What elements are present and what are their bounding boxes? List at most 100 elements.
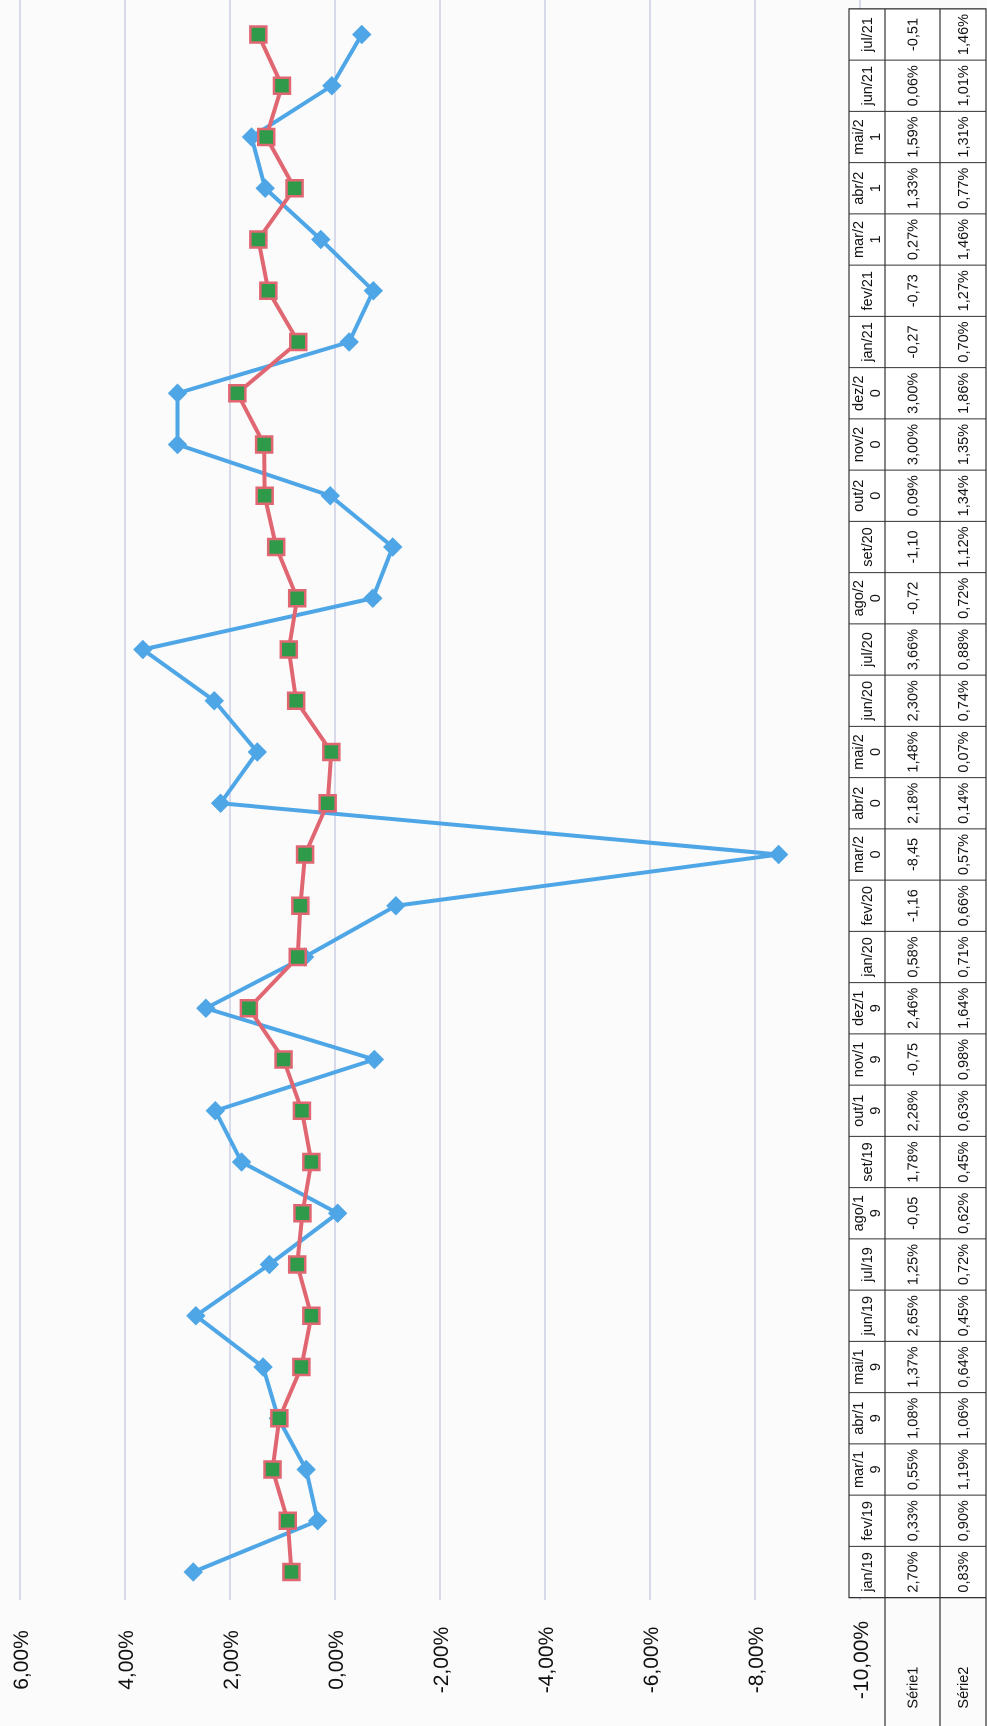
point-Série1-mai/19 bbox=[253, 1357, 273, 1377]
y-tick-label: 6,00% bbox=[10, 1630, 33, 1690]
table-category-label: jan/19 bbox=[860, 1552, 876, 1593]
table-value-Série2: 1,27% bbox=[956, 270, 972, 311]
table-category-label: mar/1 bbox=[851, 1451, 867, 1488]
table-value-Série1: 0,58% bbox=[906, 936, 922, 977]
point-Série2-jun/21 bbox=[272, 76, 292, 95]
table-value-Série2: 1,86% bbox=[956, 373, 972, 414]
y-tick-label: -10,00% bbox=[850, 1621, 873, 1699]
table-category-label: jul/19 bbox=[860, 1247, 876, 1283]
point-Série2-jan/19 bbox=[282, 1562, 301, 1582]
table-value-Série2: 1,19% bbox=[956, 1449, 972, 1490]
table-value-Série1: 3,00% bbox=[906, 373, 922, 414]
table-value-Série1: 0,09% bbox=[906, 475, 922, 516]
table-category-label: 1 bbox=[868, 133, 884, 141]
table-value-Série2: 0,83% bbox=[956, 1551, 972, 1592]
point-Série1-set/19 bbox=[231, 1152, 252, 1172]
point-Série1-dez/19 bbox=[196, 998, 216, 1018]
table-value-Série1: 2,28% bbox=[906, 1090, 922, 1131]
table-value-Série1: 0,06% bbox=[906, 65, 922, 106]
point-Série1-out/19 bbox=[205, 1101, 226, 1121]
legend-label-Série1: Série1 bbox=[906, 1667, 922, 1709]
point-Série1-fev/21 bbox=[363, 281, 384, 301]
table-category-label: mai/2 bbox=[851, 119, 867, 154]
table-category-label: 0 bbox=[868, 389, 884, 397]
point-Série2-fev/20 bbox=[291, 896, 310, 915]
table-category-label: jul/21 bbox=[860, 17, 876, 53]
series-line-Série2 bbox=[235, 33, 334, 1573]
table-value-Série1: 0,33% bbox=[906, 1500, 922, 1541]
point-Série2-ago/19 bbox=[293, 1204, 312, 1223]
table-value-Série1: 1,37% bbox=[906, 1346, 922, 1387]
y-tick-label: -4,00% bbox=[535, 1627, 558, 1694]
table-value-Série1: 1,59% bbox=[906, 116, 922, 157]
table-category-label: jun/21 bbox=[860, 66, 876, 107]
table-value-Série2: 0,63% bbox=[956, 1090, 972, 1131]
point-Série1-jun/19 bbox=[186, 1306, 206, 1326]
table-value-Série2: 0,77% bbox=[956, 168, 972, 209]
table-category-label: 1 bbox=[868, 184, 884, 192]
table-value-Série2: 0,98% bbox=[956, 1039, 972, 1080]
table-category-label: mar/2 bbox=[851, 836, 867, 873]
table-value-Série2: 0,45% bbox=[956, 1295, 972, 1336]
point-Série1-abr/20 bbox=[210, 793, 231, 813]
y-tick-label: -2,00% bbox=[430, 1627, 453, 1694]
series-line-Série1 bbox=[140, 33, 781, 1574]
table-category-label: 0 bbox=[868, 850, 884, 858]
table-value-Série2: 1,35% bbox=[956, 424, 972, 465]
point-Série1-nov/19 bbox=[364, 1049, 385, 1070]
point-Série2-out/19 bbox=[292, 1101, 312, 1120]
table-category-label: 0 bbox=[868, 594, 884, 602]
table-value-Série2: 1,46% bbox=[956, 219, 972, 260]
point-Série1-jul/21 bbox=[352, 24, 372, 45]
table-category-label: dez/2 bbox=[851, 376, 867, 411]
table-value-Série1: 3,00% bbox=[906, 424, 922, 465]
table-category-label: 9 bbox=[868, 1209, 884, 1217]
point-Série1-mar/20 bbox=[768, 844, 789, 865]
point-Série2-jan/21 bbox=[289, 332, 308, 352]
legend-label-Série2: Série2 bbox=[956, 1667, 972, 1709]
table-value-Série1: -1,10 bbox=[906, 530, 922, 563]
point-Série1-mar/19 bbox=[296, 1459, 316, 1480]
table-category-label: 0 bbox=[868, 799, 884, 807]
table-value-Série2: 1,46% bbox=[956, 14, 972, 55]
table-category-label: dez/1 bbox=[851, 991, 867, 1026]
point-Série1-jun/21 bbox=[322, 76, 342, 96]
table-value-Série1: 0,27% bbox=[906, 219, 922, 260]
table-category-label: 9 bbox=[868, 1107, 884, 1115]
table-category-label: nov/2 bbox=[851, 427, 867, 462]
y-tick-label: -6,00% bbox=[640, 1627, 663, 1694]
point-Série1-jan/21 bbox=[339, 332, 359, 352]
table-value-Série1: 1,33% bbox=[906, 168, 922, 209]
table-category-label: jul/20 bbox=[860, 632, 876, 668]
y-tick-label: 4,00% bbox=[115, 1630, 138, 1690]
point-Série2-nov/19 bbox=[274, 1050, 293, 1069]
point-Série2-fev/21 bbox=[259, 281, 278, 300]
table-value-Série2: 0,14% bbox=[956, 783, 972, 824]
table-category-label: 9 bbox=[868, 1465, 884, 1473]
table-value-Série2: 0,88% bbox=[956, 629, 972, 670]
table-value-Série2: 0,74% bbox=[956, 680, 972, 721]
table-category-label: ago/2 bbox=[851, 580, 867, 616]
table-category-label: jan/20 bbox=[860, 937, 876, 978]
table-value-Série1: 2,46% bbox=[906, 988, 922, 1029]
y-axis-tick-labels: 6,00% 4,00% 2,00% 0,00% -2,00% -4,00% -6,00% -8… bbox=[10, 1621, 873, 1699]
point-Série2-abr/20 bbox=[318, 794, 337, 813]
table-value-Série2: 0,72% bbox=[956, 578, 972, 619]
table-category-label: fev/21 bbox=[860, 271, 876, 311]
point-Série2-mai/19 bbox=[292, 1357, 311, 1377]
table-category-label: 9 bbox=[868, 1055, 884, 1063]
point-Série2-dez/19 bbox=[239, 999, 259, 1018]
point-Série2-abr/19 bbox=[270, 1409, 289, 1428]
point-Série2-jun/20 bbox=[286, 691, 306, 710]
gridlines bbox=[19, 0, 861, 1600]
table-value-Série1: -0,73 bbox=[906, 274, 922, 307]
table-category-label: ago/1 bbox=[851, 1195, 867, 1231]
point-Série2-mar/20 bbox=[295, 845, 315, 864]
point-Série1-set/20 bbox=[383, 537, 403, 557]
point-Série2-set/19 bbox=[302, 1152, 321, 1172]
table-category-label: 0 bbox=[868, 492, 884, 500]
table-category-label: jan/21 bbox=[860, 322, 876, 363]
table-value-Série2: 1,31% bbox=[956, 116, 972, 157]
